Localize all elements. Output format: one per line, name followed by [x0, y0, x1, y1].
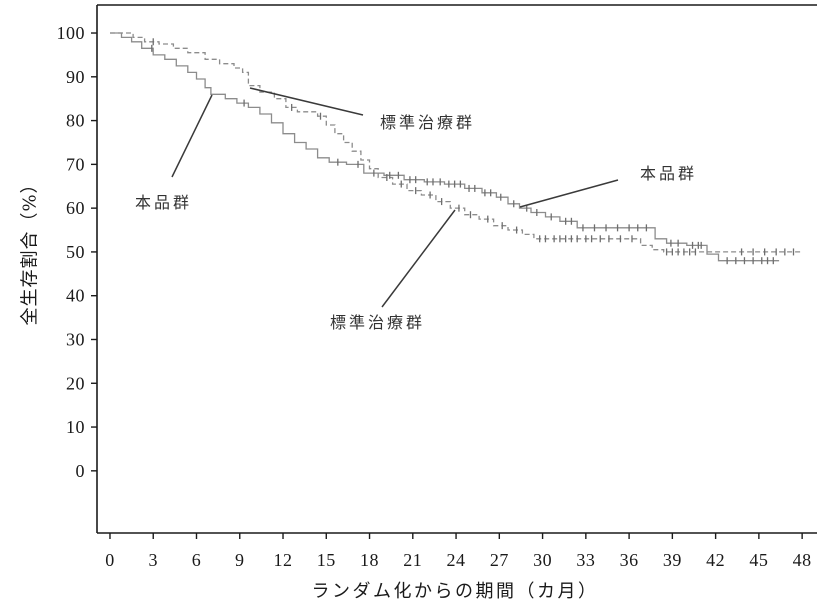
- x-tick-label: 15: [317, 550, 336, 570]
- y-tick-label: 30: [66, 329, 85, 349]
- x-tick-label: 39: [663, 550, 682, 570]
- x-tick-label: 33: [576, 550, 595, 570]
- annotation-leader-line: [171, 94, 213, 178]
- x-tick-label: 42: [706, 550, 725, 570]
- censor-marks-treatment-arm: [151, 44, 774, 265]
- y-tick-label: 100: [57, 23, 86, 43]
- x-tick-label: 36: [620, 550, 639, 570]
- x-tick-label: 9: [235, 550, 245, 570]
- y-axis-ticks: 0 10 20 30 40 50 60 70 80 90 100: [57, 23, 97, 481]
- x-tick-label: 6: [192, 550, 202, 570]
- y-tick-label: 80: [66, 111, 85, 131]
- y-tick-label: 50: [66, 242, 85, 262]
- x-tick-label: 18: [360, 550, 379, 570]
- y-tick-label: 90: [66, 67, 85, 87]
- annotation-treatment-right: 本品群: [519, 164, 697, 208]
- x-tick-label: 45: [749, 550, 768, 570]
- y-tick-label: 0: [76, 461, 86, 481]
- x-tick-label: 12: [274, 550, 293, 570]
- annotation-treatment-left: 本品群: [135, 94, 213, 212]
- y-tick-label: 60: [66, 198, 85, 218]
- annotation-standard-lower: 標準治療群: [330, 209, 456, 332]
- x-axis-label: ランダム化からの期間（カ月）: [312, 581, 599, 602]
- km-curve-standard-arm: [110, 32, 803, 253]
- annotation-label: 本品群: [135, 193, 192, 212]
- censor-marks-standard-arm: [152, 38, 795, 256]
- y-tick-label: 10: [66, 417, 85, 437]
- annotation-leader-line: [519, 179, 619, 208]
- annotation-leader-line: [249, 87, 364, 116]
- x-tick-label: 48: [793, 550, 812, 570]
- x-tick-label: 24: [447, 550, 466, 570]
- annotation-label: 本品群: [640, 164, 697, 183]
- x-tick-label: 21: [403, 550, 422, 570]
- x-tick-label: 27: [490, 550, 509, 570]
- annotation-label: 標準治療群: [330, 313, 425, 332]
- x-tick-label: 3: [148, 550, 158, 570]
- y-tick-label: 40: [66, 286, 85, 306]
- x-tick-label: 30: [533, 550, 552, 570]
- y-axis-label: 全生存割合（%）: [20, 174, 41, 325]
- x-axis-ticks: 0 3 6 9 12 15 18 21 24 27 30 33 36 39 42 45 48: [105, 533, 811, 570]
- annotation-label: 標準治療群: [380, 113, 475, 132]
- km-curve-treatment-arm: [110, 32, 780, 262]
- y-tick-label: 70: [66, 154, 85, 174]
- x-tick-label: 0: [105, 550, 115, 570]
- annotation-standard-top: 標準治療群: [249, 87, 475, 132]
- y-tick-label: 20: [66, 373, 85, 393]
- annotation-leader-line: [381, 209, 456, 308]
